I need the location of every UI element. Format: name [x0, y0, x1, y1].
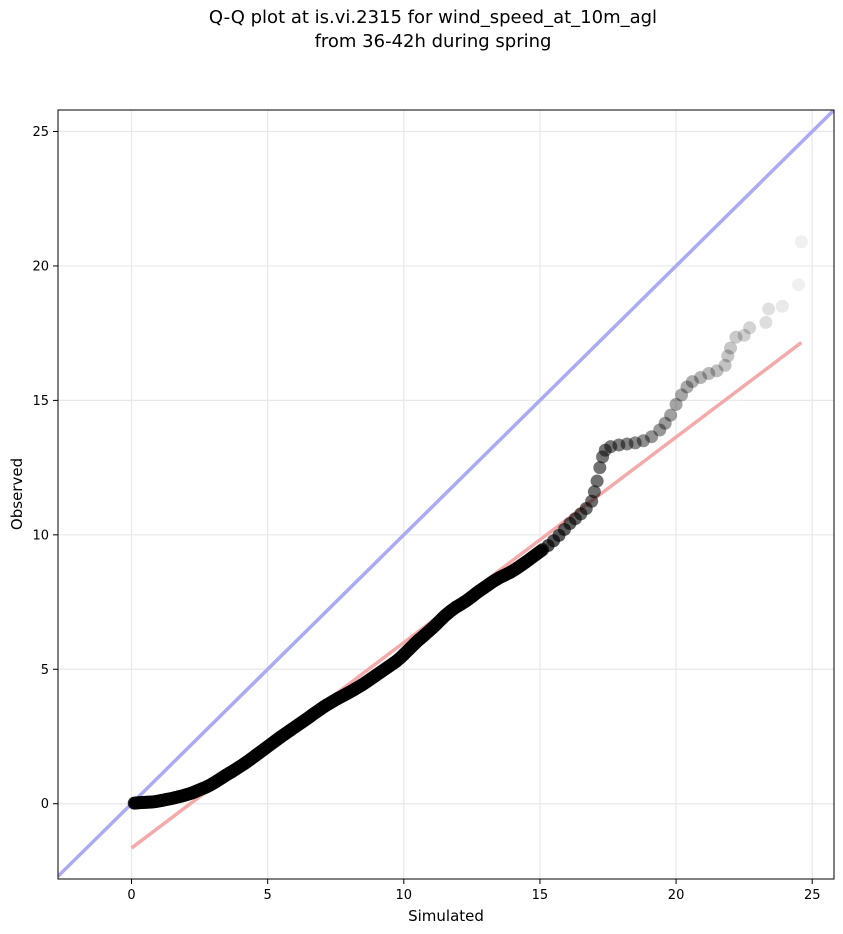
x-tick-label: 0: [127, 888, 135, 903]
quantile-point: [590, 474, 604, 488]
quantile-point: [612, 438, 626, 452]
quantile-point: [680, 380, 694, 394]
quantile-point: [675, 388, 689, 402]
x-tick-label: 20: [668, 888, 685, 903]
quantile-point: [664, 408, 678, 422]
quantile-point: [775, 299, 789, 313]
quantile-point: [729, 330, 743, 344]
x-tick-label: 15: [532, 888, 549, 903]
y-tick-label: 20: [32, 259, 49, 274]
quantile-point: [653, 423, 667, 437]
quantile-point: [669, 397, 683, 411]
y-axis-label: Observed: [8, 458, 26, 530]
quantile-point: [721, 349, 735, 363]
chart-title-line-1: Q-Q plot at is.vi.2315 for wind_speed_at…: [208, 7, 658, 28]
quantile-point: [743, 321, 757, 335]
quantile-point: [645, 430, 659, 444]
identity-line: [58, 110, 834, 878]
chart-title-line-2: from 36-42h during spring: [314, 31, 552, 52]
quantile-point: [794, 235, 808, 249]
quantile-point: [718, 358, 732, 372]
quantile-point: [593, 461, 607, 475]
quantile-point: [737, 328, 751, 342]
x-tick-label: 5: [264, 888, 272, 903]
y-tick-label: 5: [41, 663, 49, 678]
x-tick-label: 25: [804, 888, 821, 903]
x-tick-label: 10: [396, 888, 413, 903]
quantile-point: [628, 436, 642, 450]
quantile-point: [792, 278, 806, 292]
quantile-point: [694, 371, 708, 385]
quantile-point: [636, 434, 650, 448]
quantile-point: [587, 485, 601, 499]
quantile-point: [685, 375, 699, 389]
y-tick-label: 15: [32, 394, 49, 409]
y-tick-label: 25: [32, 125, 49, 140]
quantile-point: [759, 315, 773, 329]
quantile-point: [724, 341, 738, 355]
quantile-point: [702, 367, 716, 381]
quantile-point: [658, 416, 672, 430]
x-axis-label: Simulated: [408, 907, 484, 925]
chart-title: Q-Q plot at is.vi.2315 for wind_speed_at…: [0, 6, 843, 54]
reference-lines: [58, 110, 834, 878]
plot-frame: [57, 109, 835, 880]
axis-ticks: 0 5 10 15 20 25 0 5 10 15 20 25: [32, 125, 820, 903]
quantile-point: [762, 302, 776, 316]
y-tick-label: 0: [41, 797, 49, 812]
y-tick-label: 10: [32, 528, 49, 543]
quantile-point: [620, 437, 634, 451]
quantile-points: [127, 235, 808, 810]
quantile-point: [710, 364, 724, 378]
